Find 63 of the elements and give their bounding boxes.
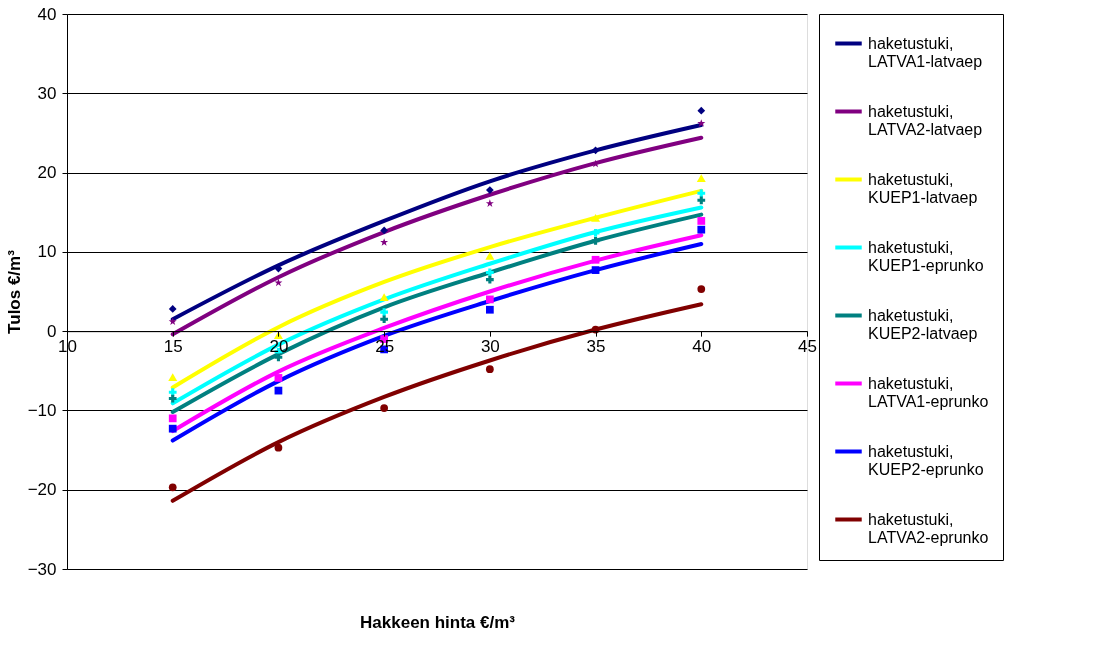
point — [485, 365, 494, 374]
y-axis-title: Tulos €/m³ — [4, 249, 24, 334]
y-tick-label: 40 — [37, 4, 57, 24]
y-tick-label: −30 — [27, 559, 57, 579]
point — [591, 266, 600, 274]
point — [591, 146, 600, 155]
point — [485, 305, 494, 314]
point — [591, 236, 600, 245]
point — [168, 373, 178, 381]
y-tick-label: 0 — [47, 321, 57, 341]
legend-label: haketustuki, LATVA1-eprunko — [868, 374, 989, 410]
point — [380, 308, 389, 316]
point — [485, 199, 494, 207]
point — [168, 317, 177, 326]
point — [485, 186, 494, 194]
y-tick-label: −20 — [27, 480, 57, 500]
x-tick-label: 15 — [163, 336, 183, 356]
point — [380, 315, 389, 324]
point — [274, 443, 283, 452]
legend-label: haketustuki, KUEP1-eprunko — [868, 238, 984, 274]
legend-label: haketustuki, KUEP1-latvaep — [868, 170, 978, 206]
point — [380, 404, 389, 412]
legend-label: haketustuki, LATVA2-eprunko — [868, 510, 989, 546]
point — [168, 394, 177, 403]
point — [380, 238, 389, 246]
point — [168, 414, 177, 423]
point — [697, 225, 706, 234]
point — [591, 213, 601, 222]
point — [380, 226, 389, 235]
point — [168, 388, 177, 397]
point — [591, 255, 600, 264]
point — [274, 374, 283, 382]
point — [697, 119, 706, 127]
x-tick-label: 40 — [692, 336, 712, 356]
point — [274, 278, 283, 287]
y-tick-label: 10 — [37, 242, 57, 262]
point — [379, 293, 389, 301]
legend-label: haketustuki, KUEP2-eprunko — [868, 442, 984, 478]
point — [485, 268, 494, 277]
point — [168, 424, 177, 433]
x-tick-label: 25 — [375, 336, 395, 356]
point — [485, 295, 494, 304]
legend-label: haketustuki, LATVA1-latvaep — [868, 34, 983, 70]
x-axis-title: Hakkeen hinta €/m³ — [360, 612, 516, 632]
point — [168, 483, 177, 492]
point — [696, 174, 706, 182]
legend-label: haketustuki, LATVA2-latvaep — [868, 102, 983, 138]
point — [697, 189, 706, 198]
x-tick-label: 35 — [586, 336, 606, 356]
point — [485, 275, 494, 284]
legend-label: haketustuki, KUEP2-latvaep — [868, 306, 978, 342]
point — [697, 196, 706, 205]
point — [168, 305, 177, 313]
x-tick-label: 30 — [480, 336, 500, 356]
point — [697, 285, 706, 293]
y-tick-label: 30 — [37, 83, 57, 103]
point — [697, 106, 706, 115]
y-tick-label: −10 — [27, 400, 57, 420]
point — [591, 228, 600, 237]
x-tick-label: 45 — [798, 336, 817, 356]
point — [485, 251, 495, 260]
y-tick-label: 20 — [37, 163, 57, 183]
point — [697, 217, 706, 225]
